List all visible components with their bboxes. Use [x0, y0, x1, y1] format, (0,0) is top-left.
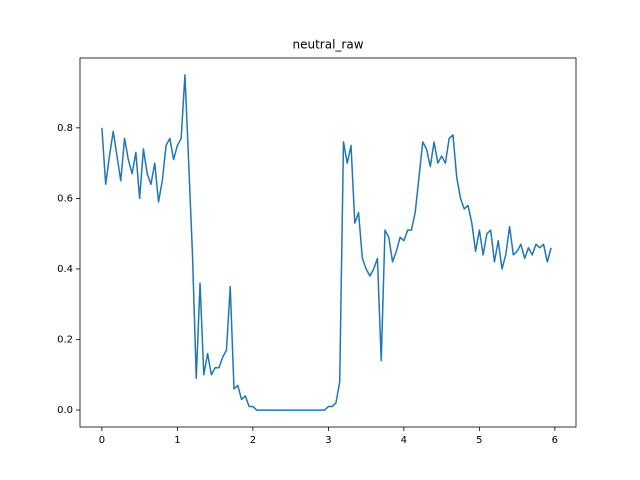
y-tick-label: 0.2 — [57, 335, 73, 346]
data-line — [101, 74, 552, 411]
x-tick-label: 6 — [552, 435, 558, 446]
x-tick-label: 4 — [401, 435, 407, 446]
x-tick-label: 0 — [99, 435, 105, 446]
x-tick-label: 2 — [250, 435, 256, 446]
x-tick-label: 5 — [476, 435, 482, 446]
chart-title: neutral_raw — [292, 38, 363, 52]
x-tick-label: 3 — [325, 435, 331, 446]
y-tick-label: 0.0 — [57, 405, 73, 416]
plot-frame — [79, 57, 577, 428]
y-tick-label: 0.6 — [57, 193, 73, 204]
x-tick-label: 1 — [174, 435, 180, 446]
y-tick-label: 0.4 — [57, 264, 73, 275]
y-tick-label: 0.8 — [57, 123, 73, 134]
